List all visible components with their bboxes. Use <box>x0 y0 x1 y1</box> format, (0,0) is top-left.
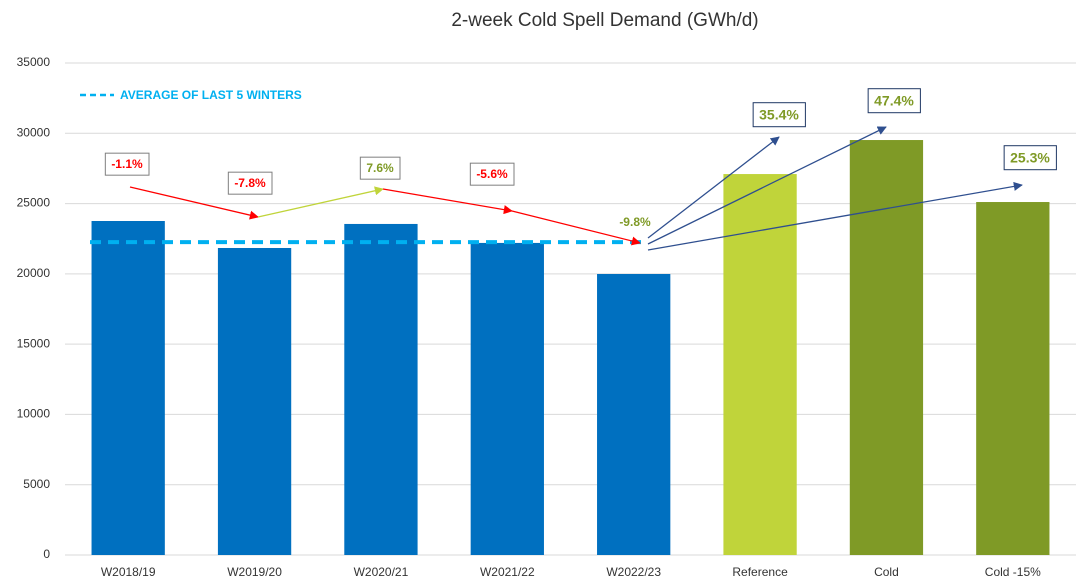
x-tick-label: W2019/20 <box>227 565 282 579</box>
x-tick-label: W2018/19 <box>101 565 156 579</box>
y-tick-label: 0 <box>43 547 50 561</box>
arrow <box>382 188 513 215</box>
annotation: 7.6% <box>366 161 394 175</box>
bar <box>723 174 797 555</box>
y-tick-label: 15000 <box>17 336 51 350</box>
annotation: -9.8% <box>619 215 651 229</box>
y-tick-label: 35000 <box>17 55 51 69</box>
annotation: 35.4% <box>759 107 799 123</box>
annotation-box <box>104 152 150 176</box>
arrows <box>129 126 1023 251</box>
x-tick-label: Cold <box>874 565 899 579</box>
x-tick-label: W2021/22 <box>480 565 535 579</box>
bar <box>976 202 1050 555</box>
arrow <box>129 186 259 220</box>
annotation: 25.3% <box>1010 150 1050 166</box>
arrow <box>647 136 780 239</box>
x-tick-label: W2022/23 <box>606 565 661 579</box>
bar <box>217 247 292 555</box>
y-tick-label: 10000 <box>17 407 51 421</box>
annotation: -5.6% <box>476 167 508 181</box>
x-tick-label: Reference <box>732 565 788 579</box>
arrow <box>647 126 887 245</box>
annotation: 47.4% <box>874 93 914 109</box>
chart-title: 2-week Cold Spell Demand (GWh/d) <box>451 10 758 31</box>
annotation-box <box>1003 145 1057 171</box>
annotation-box <box>867 88 921 114</box>
y-tick-label: 25000 <box>17 196 51 210</box>
legend-label: AVERAGE OF LAST 5 WINTERS <box>120 88 302 102</box>
annotation-box <box>469 162 515 186</box>
bar <box>470 242 544 555</box>
annotation: -7.8% <box>234 176 266 190</box>
arrow <box>511 210 641 246</box>
arrow <box>257 186 384 218</box>
bar <box>849 140 924 555</box>
annotation-box <box>752 102 806 128</box>
y-tick-label: 30000 <box>17 125 51 139</box>
x-tick-label: W2020/21 <box>354 565 409 579</box>
x-tick-label: Cold -15% <box>985 565 1041 579</box>
bar <box>597 273 671 555</box>
annotation-box <box>227 171 273 195</box>
bar <box>344 223 418 555</box>
y-tick-label: 20000 <box>17 266 51 280</box>
y-tick-label: 5000 <box>23 477 50 491</box>
arrow <box>647 181 1023 251</box>
annotation: -1.1% <box>111 157 143 171</box>
bar <box>91 221 165 555</box>
annotation-box <box>359 156 401 180</box>
